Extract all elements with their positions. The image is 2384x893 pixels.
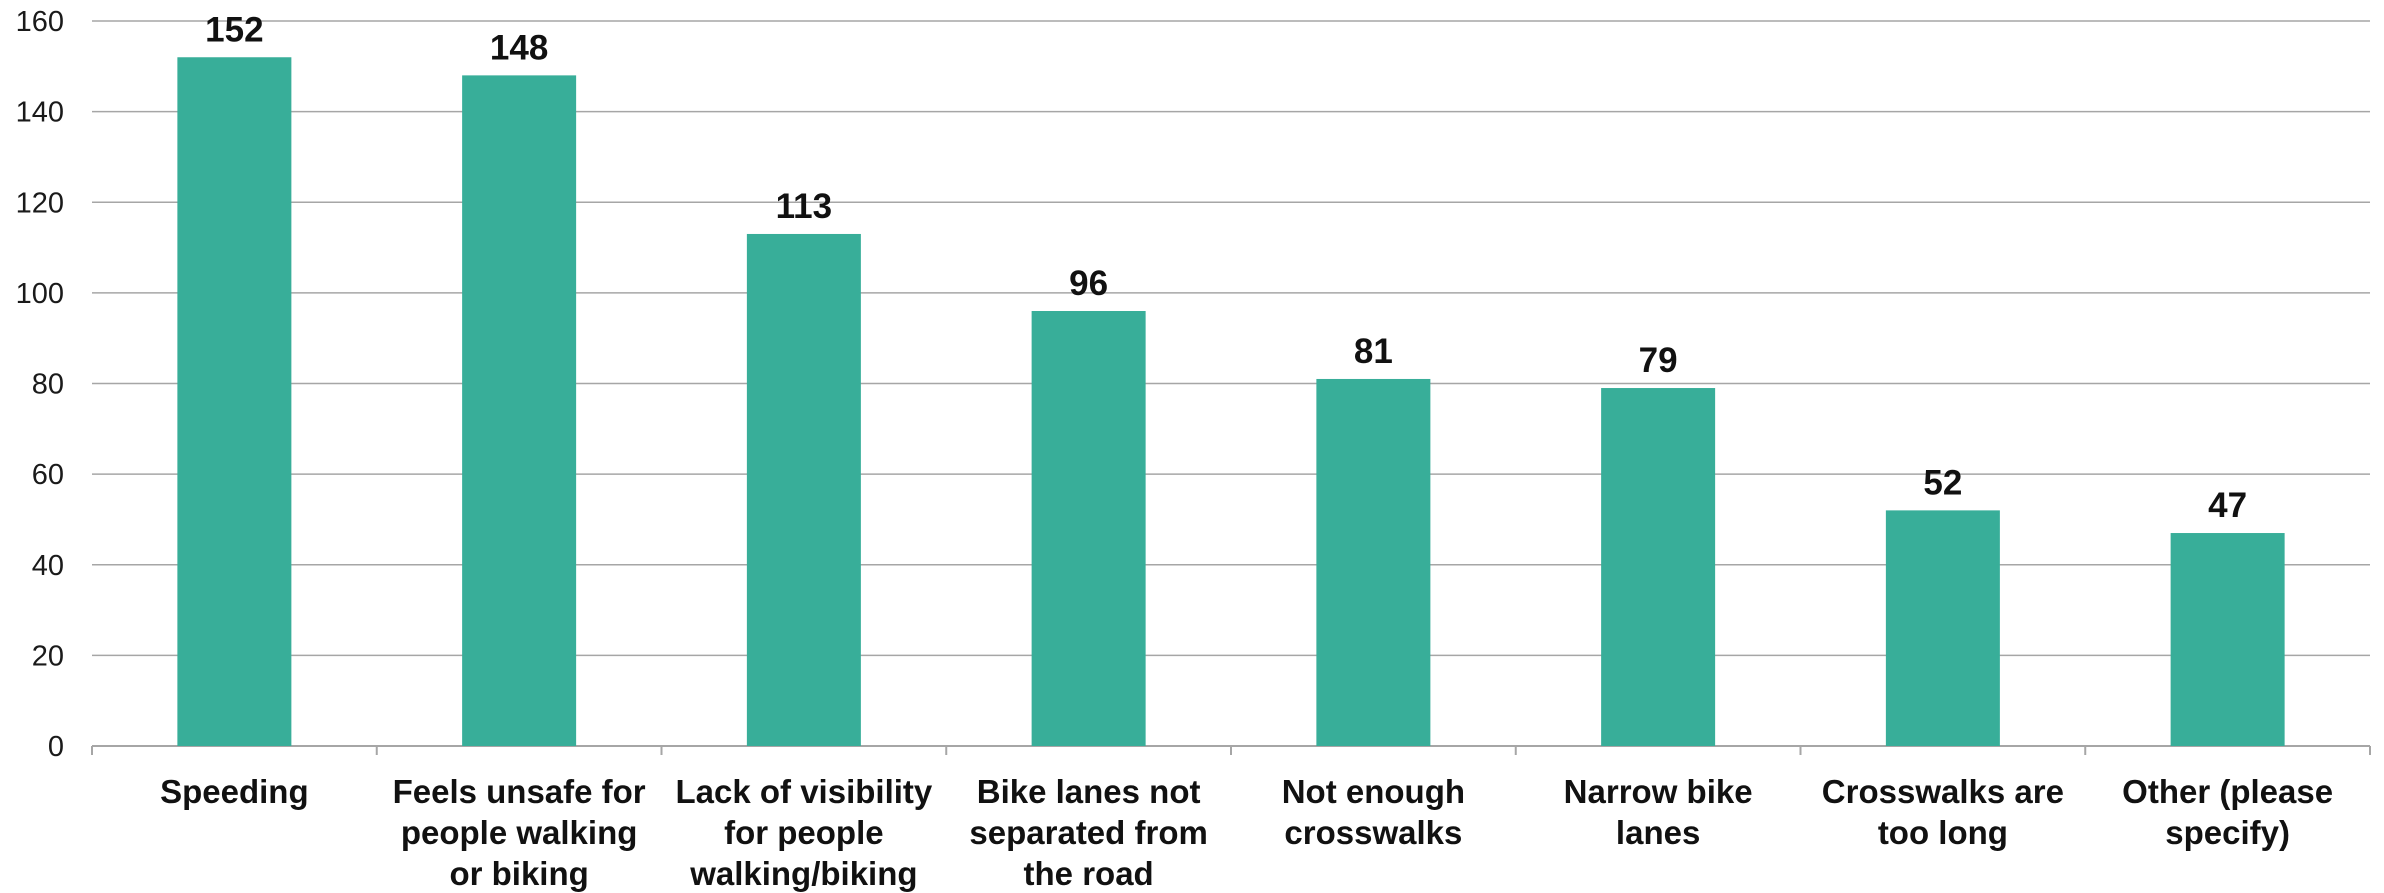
category-label-line: specify) <box>2165 814 2290 851</box>
bar <box>462 75 577 746</box>
bar <box>746 233 861 746</box>
category-label-line: Narrow bike <box>1564 773 1753 810</box>
x-axis <box>91 745 2371 755</box>
y-tick-label: 120 <box>16 187 64 219</box>
y-tick-label: 80 <box>32 369 64 401</box>
value-label: 148 <box>490 28 548 67</box>
bar <box>1601 388 1716 746</box>
y-tick-label: 60 <box>32 459 64 491</box>
category-label: Other (please specify) <box>2122 773 2333 851</box>
category-label-line: Other (please <box>2122 773 2333 810</box>
data-labels: 152 148 113 96 81 79 52 47 <box>205 10 2247 525</box>
category-label: Crosswalks are too long <box>1822 773 2064 851</box>
category-label: Not enough crosswalks <box>1282 773 1465 851</box>
category-label-line: crosswalks <box>1284 814 1462 851</box>
bars <box>177 57 2285 746</box>
category-label: Lack of visibility for people walking/biki… <box>676 773 933 892</box>
value-label: 152 <box>205 10 263 49</box>
bar <box>1885 510 2000 746</box>
value-label: 96 <box>1069 264 1108 303</box>
category-label-line: too long <box>1878 814 2008 851</box>
category-label: Narrow bike lanes <box>1564 773 1753 851</box>
category-label-line: for people <box>724 814 884 851</box>
y-axis: 0 20 40 60 80 100 120 140 160 <box>16 6 64 763</box>
category-label: Bike lanes not separated from the road <box>969 773 1207 892</box>
category-label-line: separated from <box>969 814 1207 851</box>
bar <box>1031 311 1146 746</box>
category-label: Speeding <box>160 773 309 810</box>
value-label: 79 <box>1639 341 1678 380</box>
value-label: 81 <box>1354 332 1393 371</box>
bar <box>1316 378 1431 746</box>
y-tick-label: 100 <box>16 278 64 310</box>
category-label-line: Feels unsafe for <box>393 773 646 810</box>
category-label-line: or biking <box>449 855 588 892</box>
value-label: 113 <box>776 187 832 226</box>
category-label-line: Crosswalks are <box>1822 773 2064 810</box>
y-tick-label: 160 <box>16 6 64 38</box>
y-tick-label: 0 <box>48 731 64 763</box>
category-label-line: Not enough <box>1282 773 1465 810</box>
bar <box>177 57 292 746</box>
category-label: Feels unsafe for people walking or biking <box>393 773 646 892</box>
category-label-line: lanes <box>1616 814 1700 851</box>
category-label-line: people walking <box>401 814 638 851</box>
category-label-line: Speeding <box>160 773 309 810</box>
bar <box>2170 533 2285 746</box>
value-label: 52 <box>1923 463 1962 502</box>
category-label-line: the road <box>1024 855 1154 892</box>
y-tick-label: 140 <box>16 97 64 129</box>
grid-lines <box>92 20 2370 657</box>
category-label-line: walking/biking <box>689 855 917 892</box>
y-tick-label: 20 <box>32 640 64 672</box>
category-labels: Speeding Feels unsafe for people walking or… <box>160 773 2333 892</box>
category-label-line: Bike lanes not <box>977 773 1201 810</box>
value-label: 47 <box>2208 486 2247 525</box>
y-tick-label: 40 <box>32 550 64 582</box>
category-label-line: Lack of visibility <box>676 773 933 810</box>
